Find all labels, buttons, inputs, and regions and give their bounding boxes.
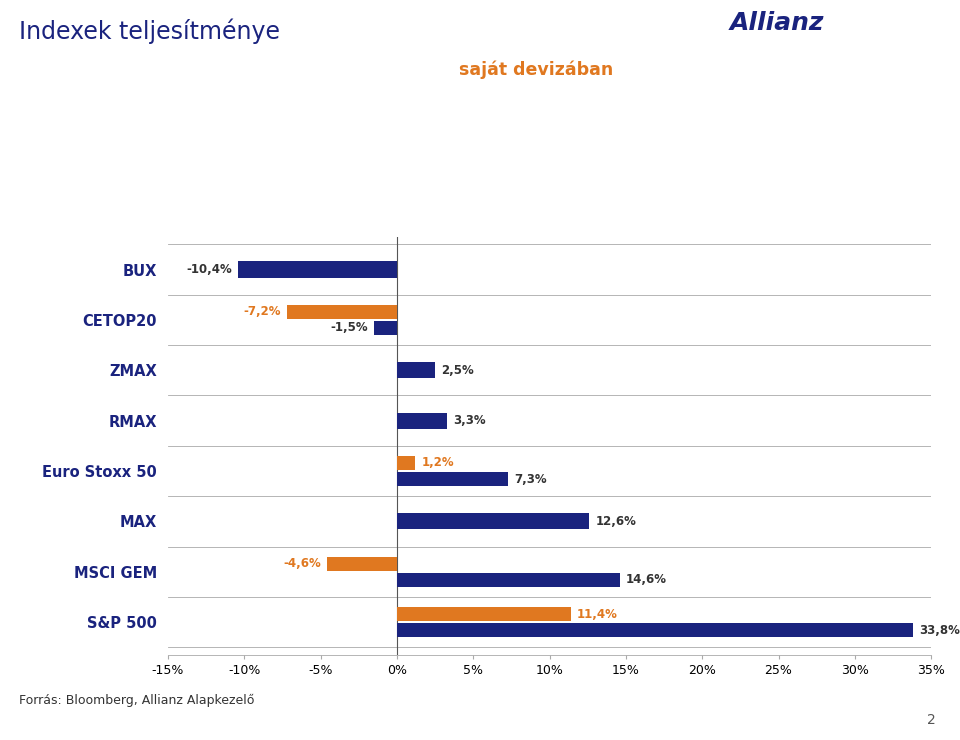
Text: 12,6%: 12,6% [595, 515, 636, 528]
Text: -7,2%: -7,2% [244, 306, 281, 318]
Text: 11,4%: 11,4% [577, 608, 618, 621]
Text: 14,6%: 14,6% [626, 574, 667, 586]
Text: saját devizában: saját devizában [460, 61, 613, 79]
Text: -1,5%: -1,5% [330, 321, 368, 334]
Bar [397, 607, 571, 621]
Text: -4,6%: -4,6% [283, 557, 321, 571]
Text: 33,8%: 33,8% [919, 624, 960, 636]
Text: 7,3%: 7,3% [515, 473, 547, 485]
Text: Forrás: Bloomberg, Allianz Alapkezelő: Forrás: Bloomberg, Allianz Alapkezelő [19, 693, 254, 707]
Bar [287, 305, 397, 319]
Text: Allianz: Allianz [730, 11, 824, 35]
Text: 1,2%: 1,2% [421, 457, 454, 469]
Bar [326, 556, 397, 571]
Bar [397, 514, 589, 530]
Bar [374, 321, 397, 335]
Text: 3,3%: 3,3% [453, 414, 486, 427]
Bar [397, 363, 435, 378]
Text: -10,4%: -10,4% [186, 263, 232, 276]
Bar [397, 623, 913, 637]
Bar [397, 472, 509, 486]
Text: ): ) [613, 61, 622, 78]
Text: Indexek teljesítménye: Indexek teljesítménye [19, 18, 280, 44]
Bar [397, 573, 620, 587]
Bar [238, 261, 397, 278]
Text: 2: 2 [927, 713, 936, 727]
Bar [397, 413, 447, 428]
Bar [397, 456, 416, 470]
Text: Főbb indexek alakulása 2014 (HUF-ban és: Főbb indexek alakulása 2014 (HUF-ban és [42, 61, 460, 78]
Text: 2,5%: 2,5% [442, 364, 474, 377]
